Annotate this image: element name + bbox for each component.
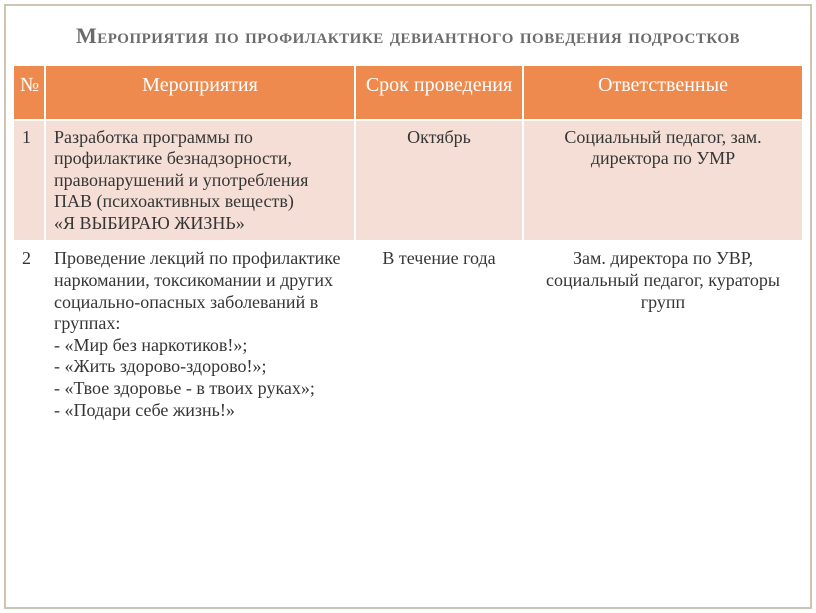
table-header-row: № Мероприятия Срок проведения Ответствен… xyxy=(13,65,803,120)
cell-term: Октябрь xyxy=(355,120,523,242)
cell-responsible: Социальный педагог, зам. директора по УМ… xyxy=(523,120,803,242)
col-header-activity: Мероприятия xyxy=(45,65,355,120)
cell-activity: Проведение лекций по профилактике нарком… xyxy=(45,241,355,428)
col-header-term: Срок проведения xyxy=(355,65,523,120)
cell-activity: Разработка программы по профилактике без… xyxy=(45,120,355,242)
page-title: Мероприятия по профилактике девиантного … xyxy=(0,0,816,64)
col-header-responsible: Ответственные xyxy=(523,65,803,120)
cell-num: 2 xyxy=(13,241,45,428)
table-row: 2 Проведение лекций по профилактике нарк… xyxy=(13,241,803,428)
activities-table-wrap: № Мероприятия Срок проведения Ответствен… xyxy=(0,64,816,430)
table-row: 1 Разработка программы по профилактике б… xyxy=(13,120,803,242)
cell-term: В течение года xyxy=(355,241,523,428)
cell-responsible: Зам. директора по УВР, социальный педаго… xyxy=(523,241,803,428)
activities-table: № Мероприятия Срок проведения Ответствен… xyxy=(12,64,804,430)
cell-num: 1 xyxy=(13,120,45,242)
col-header-num: № xyxy=(13,65,45,120)
